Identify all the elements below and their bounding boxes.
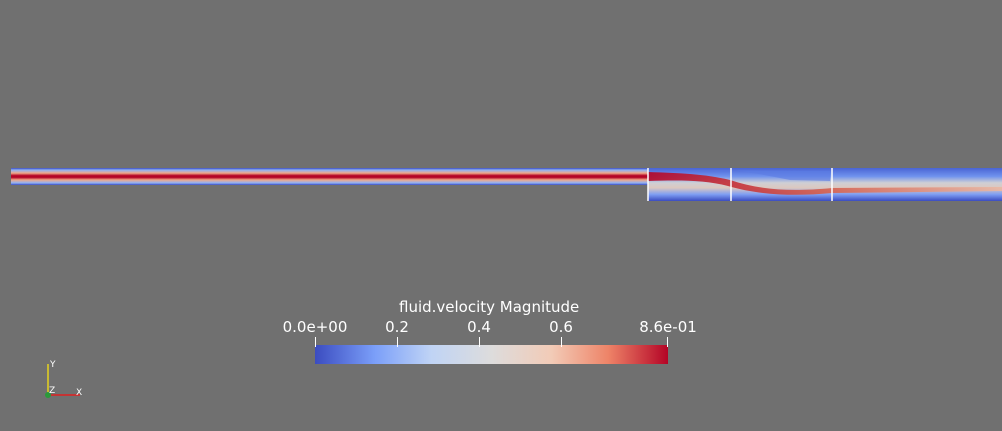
jet-core (648, 172, 1002, 195)
axis-z-label: Z (49, 386, 56, 396)
colorbar-tick-label: 0.4 (467, 318, 491, 336)
colorbar-tick-label: 0.6 (549, 318, 573, 336)
colorbar-tick-mark (479, 337, 480, 347)
axis-y-label: Y (50, 360, 56, 370)
colorbar-tick-mark (561, 337, 562, 347)
colorbar-tick-mark (397, 337, 398, 347)
colorbar-title: fluid.velocity Magnitude (399, 298, 580, 316)
colorbar-tick-mark (667, 337, 668, 347)
colorbar-tick-label: 8.6e-01 (639, 318, 697, 336)
axis-x-label: X (76, 388, 83, 398)
orientation-axes-triad (45, 364, 80, 398)
colorbar-tick-label: 0.2 (385, 318, 409, 336)
colorbar-tick-mark (315, 337, 316, 347)
colorbar-gradient (315, 345, 668, 364)
colorbar-tick-label: 0.0e+00 (282, 318, 348, 336)
recirculation-upper (650, 170, 830, 181)
inlet-channel (11, 168, 648, 185)
